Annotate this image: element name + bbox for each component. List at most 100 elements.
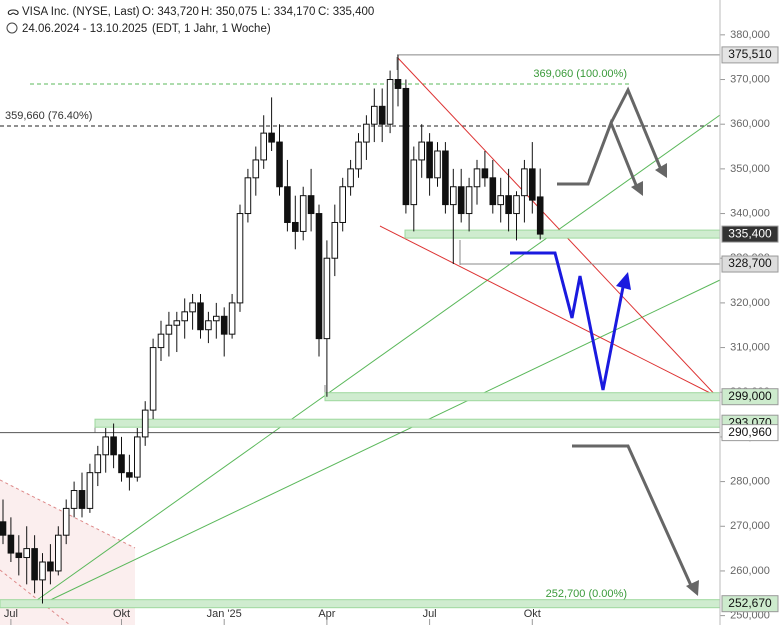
price-tag-label: 328,700 bbox=[728, 256, 772, 270]
trend-line bbox=[29, 114, 721, 606]
candle-body bbox=[126, 472, 133, 478]
zone bbox=[0, 599, 721, 609]
candle-body bbox=[244, 177, 252, 215]
candle-body bbox=[78, 490, 86, 509]
candle-body bbox=[165, 324, 173, 335]
candle-body bbox=[307, 195, 315, 215]
candle-body bbox=[268, 132, 275, 143]
scenario-arrow bbox=[609, 86, 664, 173]
candle-body bbox=[252, 159, 260, 179]
candle-body bbox=[331, 221, 339, 259]
candle-body bbox=[23, 548, 30, 559]
price-tag bbox=[721, 424, 779, 442]
candle-body bbox=[94, 454, 102, 474]
candle-body bbox=[149, 347, 157, 411]
candle-body bbox=[189, 302, 196, 313]
candle-body bbox=[529, 168, 536, 201]
y-tick-label: 360,000 bbox=[730, 118, 770, 130]
open: O: 343,720 bbox=[142, 6, 199, 18]
scenario-arrows bbox=[557, 86, 695, 591]
candle-body bbox=[0, 521, 7, 536]
price-tag bbox=[721, 46, 779, 64]
y-tick-label: 250,000 bbox=[730, 610, 770, 622]
candle-body bbox=[473, 168, 481, 188]
y-tick-label: 340,000 bbox=[730, 207, 770, 219]
candle-body bbox=[513, 195, 520, 215]
candle-body bbox=[7, 534, 15, 554]
candle-body bbox=[378, 105, 386, 125]
fib-label: 359,660 (76.40%) bbox=[5, 110, 92, 122]
arrow-head bbox=[686, 580, 699, 596]
y-tick-label: 310,000 bbox=[730, 341, 770, 353]
candle-body bbox=[102, 436, 110, 456]
candle-body bbox=[141, 409, 149, 438]
candle-body bbox=[505, 195, 512, 215]
candle-body bbox=[110, 436, 117, 456]
price-tag bbox=[721, 595, 779, 613]
candle-body bbox=[410, 159, 418, 206]
scenario-arrow bbox=[510, 251, 626, 391]
candle-body bbox=[323, 257, 331, 340]
trend-line bbox=[39, 279, 721, 606]
candle-body bbox=[284, 186, 291, 223]
y-tick-label: 380,000 bbox=[730, 29, 770, 41]
candle-body bbox=[197, 302, 204, 331]
candle-body bbox=[355, 141, 362, 170]
candle-body bbox=[315, 213, 323, 340]
candle-body bbox=[371, 105, 378, 125]
candle-body bbox=[220, 315, 228, 335]
candle-body bbox=[521, 168, 528, 197]
candle-body bbox=[386, 79, 394, 125]
candle-body bbox=[465, 186, 473, 215]
candle-body bbox=[228, 302, 236, 335]
candle-body bbox=[213, 315, 220, 322]
candle-body bbox=[118, 454, 125, 474]
candle-body bbox=[55, 534, 62, 572]
candle-body bbox=[457, 186, 465, 215]
candle-body bbox=[181, 311, 188, 322]
y-tick-label: 350,000 bbox=[730, 163, 770, 175]
candle-body bbox=[260, 132, 267, 161]
scenario-arrow bbox=[557, 118, 640, 191]
arrow-head bbox=[616, 272, 631, 290]
candle-body bbox=[450, 186, 457, 206]
candle-body bbox=[299, 195, 307, 232]
price-tag-label: 335,400 bbox=[728, 226, 772, 240]
candle-body bbox=[426, 141, 433, 179]
candle-body bbox=[347, 168, 354, 188]
candle-body bbox=[15, 552, 23, 559]
zone bbox=[404, 229, 721, 239]
y-tick-label: 370,000 bbox=[730, 73, 770, 85]
candle-body bbox=[434, 150, 441, 179]
candle-body bbox=[536, 196, 544, 235]
candle-body bbox=[394, 79, 402, 89]
candle-body bbox=[339, 186, 346, 223]
shaded-channel bbox=[0, 480, 135, 625]
clock-icon bbox=[6, 22, 18, 34]
x-tick-label: Okt bbox=[524, 608, 541, 620]
info: (EDT, 1 Jahr, 1 Woche) bbox=[152, 23, 271, 35]
close: C: 335,400 bbox=[318, 6, 374, 18]
x-tick-label: Jan '25 bbox=[207, 608, 242, 620]
price-tag bbox=[721, 225, 779, 243]
low: L: 334,170 bbox=[261, 6, 315, 18]
candle-body bbox=[205, 320, 212, 331]
candle-body bbox=[62, 507, 70, 536]
y-tick-label: 320,000 bbox=[730, 297, 770, 309]
candle-body bbox=[363, 123, 370, 143]
price-tag-label: 290,960 bbox=[728, 425, 772, 439]
candle-body bbox=[418, 141, 425, 161]
trend-line bbox=[396, 56, 721, 401]
candle-body bbox=[39, 561, 46, 581]
candle-body bbox=[134, 436, 141, 478]
title: VISA Inc. (NYSE, Last) bbox=[22, 6, 140, 18]
candle-body bbox=[236, 213, 244, 304]
price-tag-label: 299,000 bbox=[728, 389, 772, 403]
x-tick-label: Okt bbox=[113, 608, 130, 620]
channel-line bbox=[0, 479, 136, 549]
candle-body bbox=[70, 490, 78, 509]
channel-line bbox=[0, 569, 71, 625]
fib-label: 252,700 (0.00%) bbox=[546, 588, 627, 600]
y-tick-label: 260,000 bbox=[730, 565, 770, 577]
price-tag-label: 375,510 bbox=[728, 47, 772, 61]
